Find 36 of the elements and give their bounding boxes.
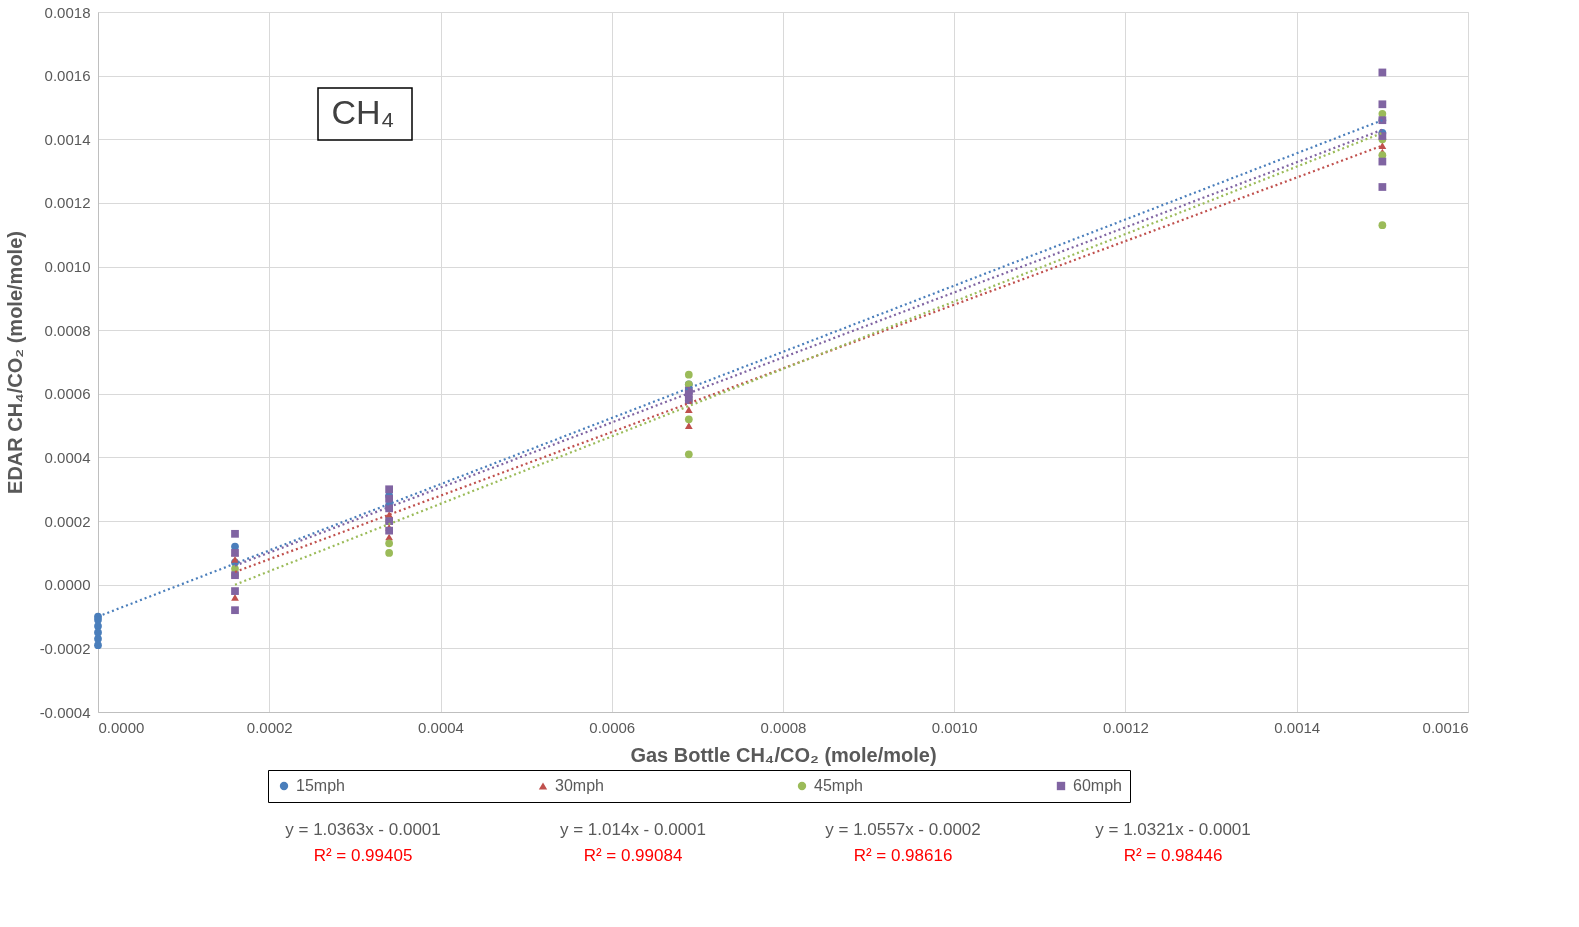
legend-label: 30mph	[555, 777, 604, 794]
text: R² = 0.98446	[1123, 846, 1223, 865]
y-tick-label: 0.0000	[44, 576, 91, 594]
text: y = 1.0557x - 0.0002	[825, 820, 981, 839]
legend-label: 60mph	[1073, 777, 1122, 794]
x-tick-label: 0.0016	[1422, 718, 1469, 736]
y-tick-label: 0.0004	[44, 448, 91, 466]
x-tick-label: 0.0014	[1274, 718, 1321, 736]
y-tick-label: 0.0012	[44, 194, 91, 212]
legend-label: 45mph	[814, 777, 863, 794]
annotation: CH₄	[331, 93, 395, 131]
x-tick-label: 0.0004	[418, 718, 464, 736]
y-tick-label: 0.0016	[44, 67, 91, 85]
x-tick-label: 0.0008	[760, 718, 807, 736]
text: y = 1.0321x - 0.0001	[1095, 820, 1251, 839]
y-tick-label: 0.0018	[44, 3, 91, 21]
text: R² = 0.99084	[583, 846, 683, 865]
x-tick-label: 0.0000	[98, 718, 145, 736]
text: y = 1.0363x - 0.0001	[285, 820, 441, 839]
text: y = 1.014x - 0.0001	[559, 820, 707, 839]
x-tick-label: 0.0006	[589, 718, 636, 736]
x-axis-title: Gas Bottle CH₄/CO₂ (mole/mole)	[630, 743, 937, 766]
y-tick-label: -0.0004	[39, 703, 91, 721]
y-tick-label: 0.0008	[44, 321, 91, 339]
x-tick-label: 0.0002	[246, 718, 293, 736]
x-tick-label: 0.0010	[931, 718, 978, 736]
x-tick-label: 0.0012	[1103, 718, 1149, 736]
text: R² = 0.98616	[853, 846, 953, 865]
legend-label: 15mph	[296, 777, 345, 794]
y-tick-label: 0.0002	[44, 512, 91, 530]
y-tick-label: 0.0006	[44, 385, 91, 403]
y-tick-label: 0.0010	[44, 258, 91, 276]
y-tick-label: -0.0002	[39, 639, 91, 657]
text: R² = 0.99405	[313, 846, 413, 865]
y-axis-title: EDAR CH₄/CO₂ (mole/mole)	[3, 231, 26, 494]
y-tick-label: 0.0014	[44, 130, 91, 148]
